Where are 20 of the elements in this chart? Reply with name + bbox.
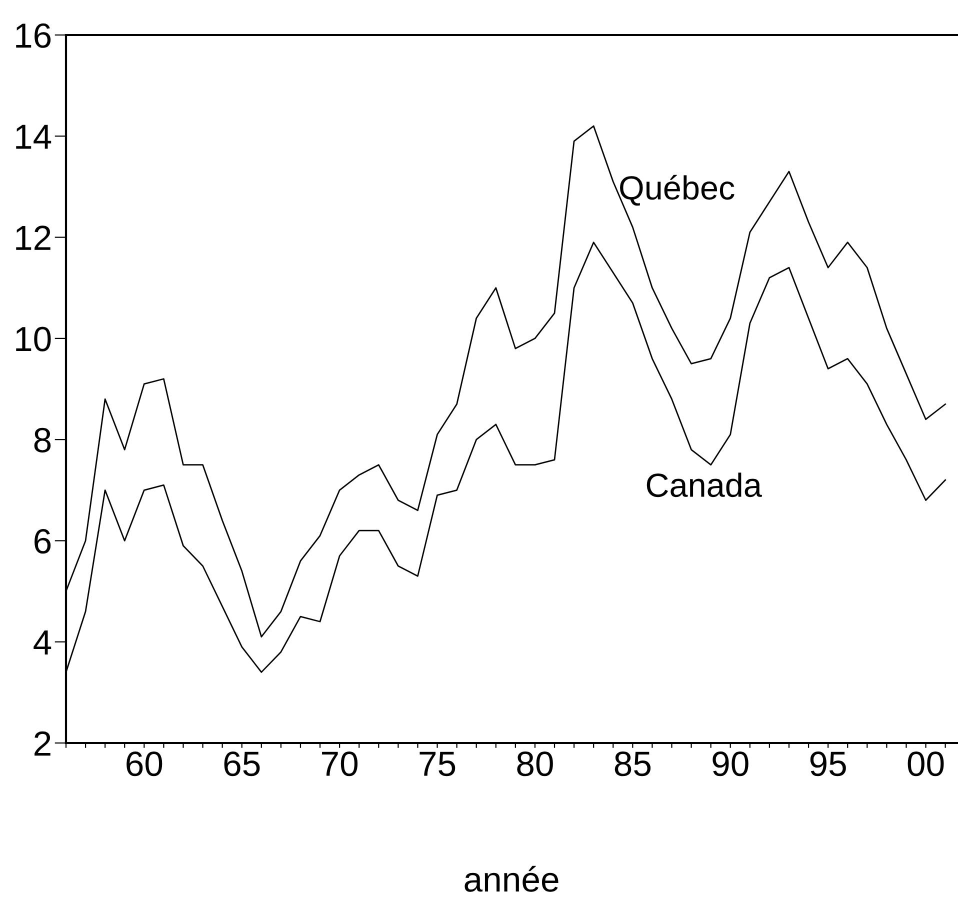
y-tick-label: 12 — [16, 226, 50, 250]
x-tick-label: 60 — [126, 752, 162, 776]
y-tick-label: 6 — [34, 529, 51, 554]
y-tick-label: 16 — [16, 23, 51, 48]
x-tick-label: 90 — [712, 752, 748, 776]
x-tick-label: 70 — [322, 752, 358, 776]
x-tick-label: 75 — [420, 752, 456, 776]
x-tick-label: 00 — [908, 752, 944, 776]
y-tick-label: 4 — [34, 630, 52, 654]
x-tick-label: 65 — [224, 752, 260, 776]
x-tick-label: 80 — [517, 752, 553, 776]
series-label: Québec — [620, 174, 734, 206]
x-tick-label: 85 — [614, 752, 651, 776]
y-tick-label: 14 — [16, 124, 52, 149]
x-axis-title: année — [464, 866, 558, 892]
y-tick-label: 10 — [16, 326, 51, 352]
y-tick-label: 8 — [34, 428, 51, 452]
series-label: Canada — [646, 472, 762, 498]
x-tick-label: 95 — [810, 752, 846, 776]
y-tick-label: 2 — [34, 731, 50, 756]
